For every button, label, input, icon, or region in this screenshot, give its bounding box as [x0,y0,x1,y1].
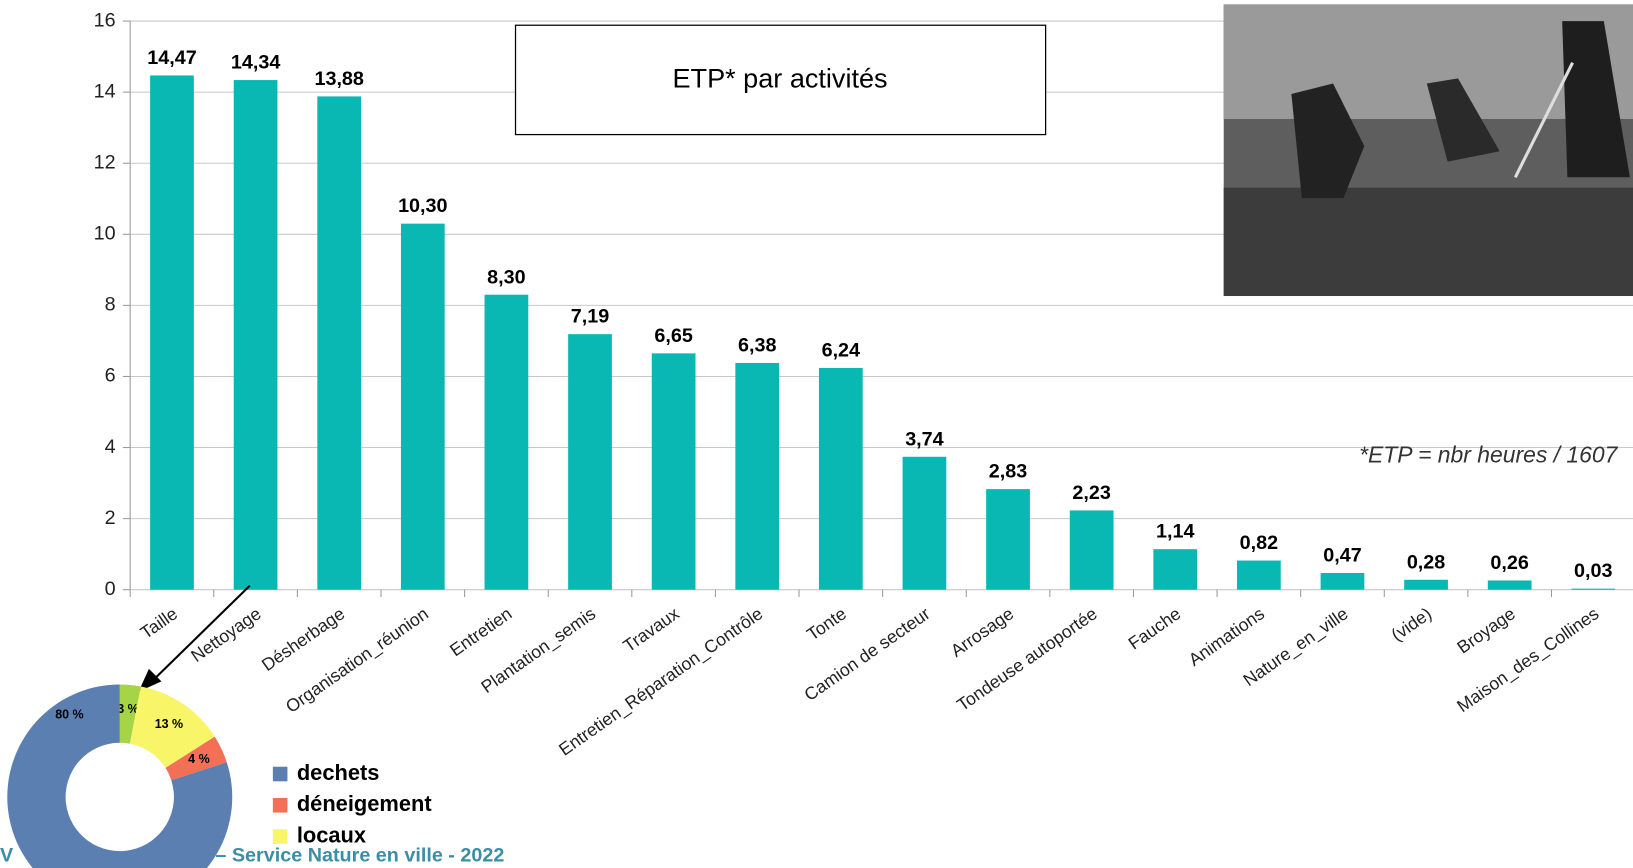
slide: 024681012141614,47Taille14,34Nettoyage13… [0,0,1633,868]
value-label: 6,24 [822,339,860,361]
value-label: 8,30 [487,266,525,288]
bar [1321,573,1365,590]
footer-part: e – Service Nature en ville - 2022 [199,845,504,867]
photo [1224,4,1633,296]
bar [819,368,863,590]
x-tick-label: Tonte [803,603,850,644]
value-label: 0,28 [1407,551,1445,573]
bar [735,363,779,590]
y-tick-label: 12 [94,151,116,173]
bar [1153,549,1197,590]
bar [1404,580,1448,590]
value-label: 0,47 [1323,545,1361,567]
bar [1571,589,1615,590]
x-tick-label: Organisation_réunion [282,603,433,717]
value-label: 6,65 [654,325,692,347]
bar [903,457,947,590]
value-label: 1,14 [1156,521,1194,543]
slice-label: 80 % [55,708,83,722]
y-tick-label: 14 [94,80,116,102]
bar [317,96,361,589]
legend-label: déneigement [297,791,433,816]
x-tick-label: Tondeuse autoportée [953,603,1101,715]
legend-swatch [273,798,288,813]
slice-label: 3 % [117,702,139,716]
bar [1237,561,1281,590]
value-label: 2,83 [989,461,1027,483]
value-label: 3,74 [905,428,943,450]
bar [401,224,445,590]
y-tick-label: 8 [105,294,116,316]
value-label: 0,03 [1574,560,1612,582]
x-tick-label: Broyage [1453,603,1519,657]
bar [234,80,278,590]
bar [150,75,194,589]
value-label: 7,19 [571,306,609,328]
y-tick-label: 16 [94,9,116,31]
y-tick-label: 2 [105,507,116,529]
x-tick-label: Maison_des_Collines [1453,603,1603,717]
x-tick-label: Arrosage [947,603,1017,661]
bar [485,295,529,590]
bar [1070,510,1114,589]
bar [568,334,612,590]
x-tick-label: Animations [1185,603,1268,670]
x-tick-label: Travaux [619,603,682,656]
legend-label: locaux [297,822,366,847]
x-tick-label: Entretien [446,603,515,660]
legend-label: dechets [297,760,380,785]
value-label: 0,82 [1240,532,1278,554]
value-label: 14,47 [147,47,196,69]
bar [652,353,696,589]
annotation: *ETP = nbr heures / 1607 [1359,441,1619,467]
value-label: 6,38 [738,335,776,357]
donut-chart: 3 % 13 % 4 % 80 % dechets déneigement locaux [7,684,432,868]
slice-label: 4 % [188,752,210,766]
value-label: 0,26 [1490,552,1528,574]
y-tick-label: 10 [94,223,116,245]
bar [1488,580,1532,589]
x-tick-label: Fauche [1125,603,1185,653]
legend-swatch [273,767,288,782]
bar [986,489,1030,590]
value-label: 2,23 [1072,482,1110,504]
y-tick-label: 4 [105,436,116,458]
footer-part: V [0,845,14,867]
value-label: 10,30 [398,195,447,217]
value-label: 13,88 [314,68,363,90]
y-tick-label: 0 [105,578,116,600]
x-tick-label: Taille [137,603,182,643]
page: 024681012141614,47Taille14,34Nettoyage13… [0,0,1633,868]
x-tick-label: (vide) [1388,603,1436,645]
chart-title: ETP* par activités [673,63,888,94]
value-label: 14,34 [231,52,280,74]
y-tick-label: 6 [105,365,116,387]
slice-label: 13 % [155,717,183,731]
legend-swatch [273,829,288,844]
